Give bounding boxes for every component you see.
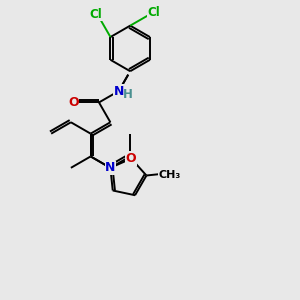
Text: O: O	[126, 152, 136, 165]
Text: H: H	[123, 88, 133, 100]
Text: N: N	[114, 85, 124, 98]
Text: O: O	[68, 96, 79, 109]
Text: CH₃: CH₃	[158, 170, 181, 180]
Text: Cl: Cl	[90, 8, 103, 21]
Text: N: N	[105, 161, 116, 174]
Text: Cl: Cl	[148, 6, 160, 19]
